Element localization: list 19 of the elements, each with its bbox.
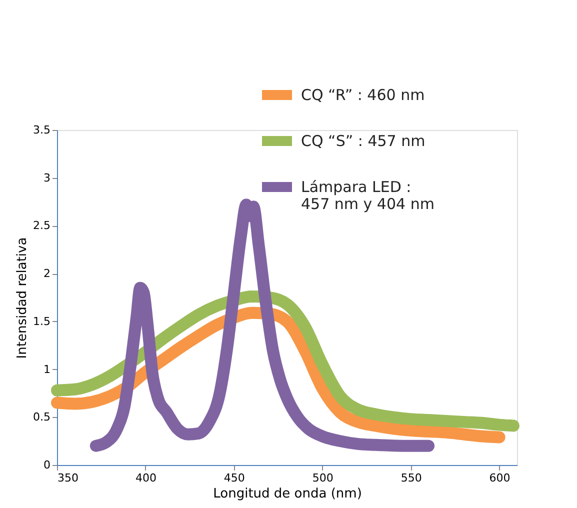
- y-tick-label: 3.5: [33, 124, 50, 136]
- x-tick-label: 550: [400, 472, 422, 484]
- x-tick-label: 350: [58, 472, 78, 484]
- y-tick-label: 0.5: [33, 410, 50, 424]
- y-tick-label: 0: [44, 458, 50, 472]
- legend-label: CQ “R” : 460 nm: [301, 86, 425, 104]
- legend-label: Lámpara LED : 457 nm y 404 nm: [301, 178, 434, 213]
- y-tick-label: 3: [44, 171, 50, 184]
- x-tick-label: 450: [224, 472, 245, 484]
- x-tick-label: 400: [135, 472, 156, 484]
- x-axis-title: Longitud de onda (nm): [213, 486, 362, 502]
- x-tick-label: 500: [312, 472, 334, 484]
- y-tick-label: 1.5: [33, 314, 50, 328]
- y-axis-title: Intensidad relativa: [15, 237, 30, 359]
- legend-label: CQ “S” : 457 nm: [301, 132, 426, 150]
- y-tick-label: 1: [44, 362, 50, 376]
- y-tick-label: 2: [44, 267, 50, 280]
- x-tick-label: 600: [489, 472, 510, 484]
- y-tick-label: 2.5: [33, 219, 50, 232]
